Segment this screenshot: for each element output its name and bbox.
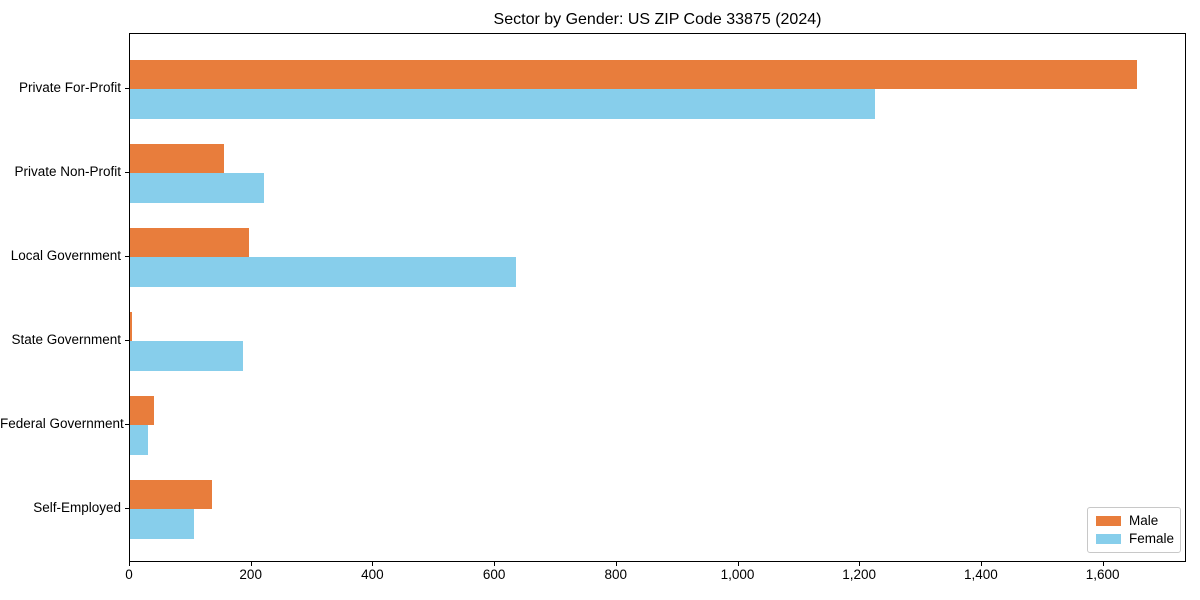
x-label-1600: 1,600 [1085, 567, 1120, 582]
bar-male-self-employed [130, 479, 213, 509]
x-tick-1000 [737, 562, 739, 566]
y-tick-federal-government [125, 424, 129, 425]
y-label-private-for-profit: Private For-Profit [18, 80, 121, 95]
y-label-state-government: State Government [11, 332, 121, 347]
bar-female-private-for-profit [130, 89, 876, 119]
y-tick-state-government [125, 340, 129, 341]
x-label-1400: 1,400 [963, 567, 998, 582]
y-tick-self-employed [125, 508, 129, 509]
bar-female-federal-government [130, 425, 149, 455]
x-tick-1200 [859, 562, 861, 566]
bar-female-private-non-profit [130, 173, 264, 203]
legend-item-male: Male [1096, 514, 1172, 528]
x-label-1000: 1,000 [720, 567, 755, 582]
x-label-1200: 1,200 [842, 567, 877, 582]
y-label-federal-government: Federal Government [0, 416, 124, 431]
bar-male-state-government [130, 311, 132, 341]
bar-female-state-government [130, 341, 243, 371]
legend-label-female: Female [1129, 531, 1175, 546]
x-label-0: 0 [125, 567, 133, 582]
x-tick-1600 [1102, 562, 1104, 566]
bar-male-local-government [130, 227, 249, 257]
x-tick-800 [615, 562, 617, 566]
x-label-600: 600 [482, 567, 506, 582]
x-label-400: 400 [361, 567, 384, 582]
x-label-200: 200 [239, 567, 262, 582]
y-tick-private-for-profit [125, 88, 129, 89]
y-tick-private-non-profit [125, 172, 129, 173]
legend-swatch-female [1096, 534, 1121, 544]
x-tick-200 [250, 562, 252, 566]
chart-title: Sector by Gender: US ZIP Code 33875 (202… [493, 11, 822, 28]
bar-male-private-for-profit [130, 59, 1138, 89]
x-tick-1400 [980, 562, 982, 566]
x-tick-600 [494, 562, 496, 566]
y-label-local-government: Local Government [10, 248, 121, 263]
legend: Male Female [1087, 507, 1181, 553]
legend-item-female: Female [1096, 531, 1175, 546]
x-tick-0 [129, 562, 130, 566]
legend-label-male: Male [1129, 513, 1159, 528]
plot-area [129, 33, 1186, 562]
y-label-private-non-profit: Private Non-Profit [14, 164, 121, 179]
y-label-self-employed: Self-Employed [33, 500, 121, 515]
bar-male-federal-government [130, 395, 155, 425]
bar-female-self-employed [130, 509, 194, 539]
x-label-800: 800 [604, 567, 628, 582]
x-tick-400 [372, 562, 374, 566]
bar-female-local-government [130, 257, 517, 287]
legend-swatch-male [1096, 516, 1121, 526]
y-tick-local-government [125, 256, 129, 257]
bar-male-private-non-profit [130, 143, 225, 173]
